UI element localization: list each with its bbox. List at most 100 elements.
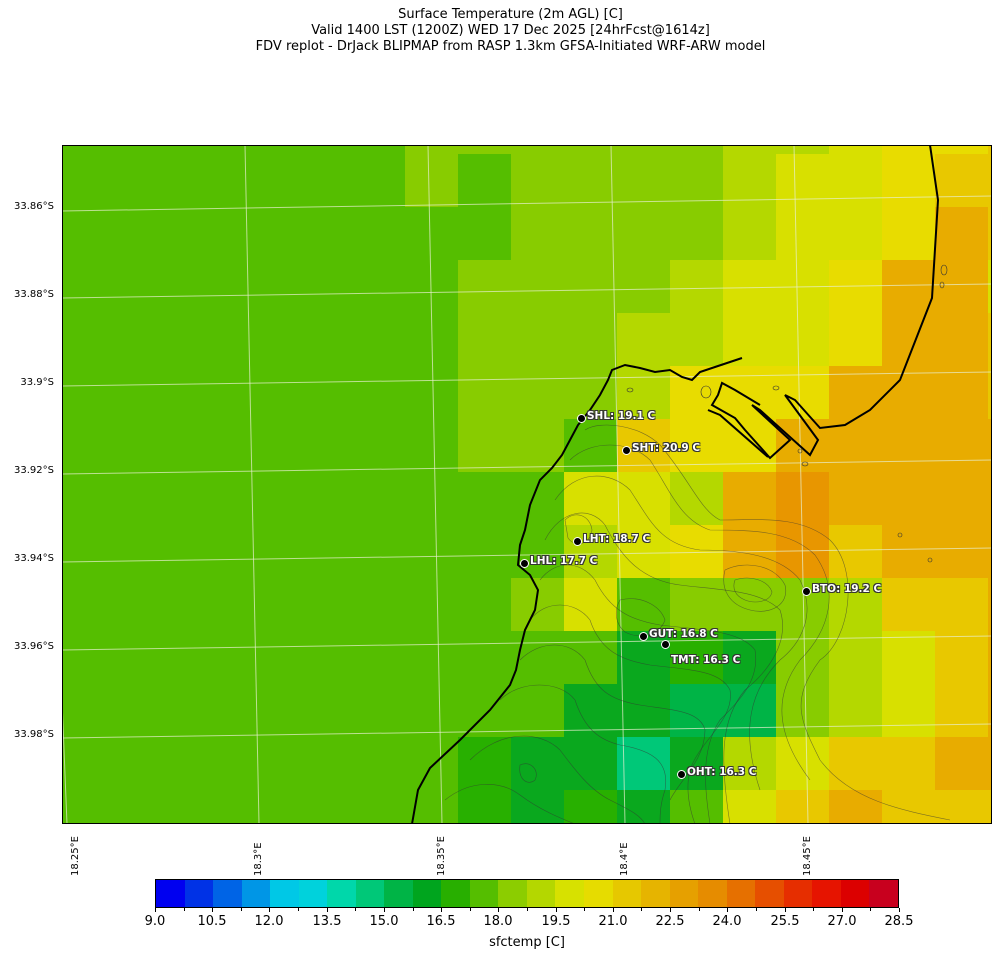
station-label: GUT: 16.8 C [649,628,718,640]
temperature-cell [776,790,829,824]
graticule-lines [62,145,992,824]
temperature-cell [458,207,511,260]
colorbar-bin [184,880,214,907]
colorbar-bin [698,880,727,907]
temperature-cell [405,737,458,790]
title-line-3: FDV replot - DrJack BLIPMAP from RASP 1.… [255,39,766,54]
temperature-cell [935,366,988,419]
station-dot-icon [802,587,811,596]
temperature-cell [511,790,564,824]
temperature-cell [458,472,511,525]
temperature-cell [988,260,992,313]
colorbar-tick [613,908,614,912]
colorbar-tick-label: 18.0 [483,914,513,929]
temperature-cell [988,631,992,684]
colorbar-bin [783,880,813,907]
colorbar-minor-tick [413,908,414,911]
temperature-cell [511,207,564,260]
colorbar-tick-label: 21.0 [598,914,628,929]
temperature-cell [882,631,935,684]
colorbar-tick-label: 9.0 [144,914,166,929]
station-label: TMT: 16.3 C [671,654,741,666]
temperature-cell [670,419,723,472]
colorbar-minor-tick [355,908,356,911]
colorbar-bin [726,880,756,907]
colorbar-minor-tick [298,908,299,911]
temperature-cell [458,790,511,824]
colorbar-bin [298,880,328,907]
temperature-cell [617,578,670,631]
colorbar-tick-label: 22.5 [655,914,685,929]
temperature-cell [405,366,458,419]
temperature-cell [511,154,564,207]
title-line-1: Surface Temperature (2m AGL) [C] [398,7,623,22]
colorbar-minor-tick [756,908,757,911]
y-axis-label: 33.86°S [14,201,54,212]
temperature-cell [617,472,670,525]
temperature-cell [617,154,670,207]
temperature-cell [988,684,992,737]
temperature-cell [458,525,511,578]
station-dot-icon [661,640,670,649]
station-label: LHT: 18.7 C [583,533,651,545]
temperature-cell [776,313,829,366]
temperature-cell [988,207,992,260]
temperature-cell [617,366,670,419]
temperature-cell [458,313,511,366]
temperature-cell [882,260,935,313]
temperature-cell [564,472,617,525]
temperature-cell [829,790,882,824]
temperature-cell [988,790,992,824]
station-label: OHT: 16.3 C [687,766,757,778]
temperature-cell [882,525,935,578]
colorbar-bin [270,880,299,907]
temperature-cell [511,578,564,631]
colorbar-minor-tick [470,908,471,911]
harbour-details [626,264,948,563]
colorbar-bin [583,880,613,907]
temperature-cell [511,472,564,525]
chart-title: Surface Temperature (2m AGL) [C] Valid 1… [0,7,1001,55]
temperature-cell [670,313,723,366]
temperature-cell [723,207,776,260]
temperature-cell [935,684,988,737]
station-dot-icon [520,559,529,568]
colorbar-tick [384,908,385,912]
temperature-cell [458,366,511,419]
temperature-cell [564,737,617,790]
colorbar-minor-tick [870,908,871,911]
temperature-cell [617,419,670,472]
temperature-cell [670,145,723,154]
colorbar-bin [555,880,584,907]
temperature-cell [882,578,935,631]
temperature-cell [829,472,882,525]
colorbar-tick-label: 25.5 [770,914,800,929]
y-axis-label: 33.94°S [14,553,54,564]
temperature-cell [776,145,829,154]
temperature-cell [511,366,564,419]
temperature-cell [405,578,458,631]
temperature-cell [882,154,935,207]
temperature-cell [405,207,458,260]
station-label: LHL: 17.7 C [530,555,598,567]
colorbar-bin [156,880,185,907]
colorbar-tick [498,908,499,912]
temperature-cell [723,472,776,525]
temperature-cell [829,419,882,472]
colorbar-bin [441,880,470,907]
colorbar-bin [755,880,784,907]
temperature-cell [776,472,829,525]
temperature-cell [723,790,776,824]
station-dot-icon [639,632,648,641]
temperature-cell [882,684,935,737]
colorbar-bin [869,880,898,907]
temperature-cell [882,790,935,824]
temperature-cell [723,260,776,313]
temperature-cell [617,313,670,366]
temperature-cell [458,684,511,737]
colorbar-tick [727,908,728,912]
temperature-cell [564,154,617,207]
coastline [411,145,940,824]
temperature-cell [723,366,776,419]
temperature-cell [617,207,670,260]
